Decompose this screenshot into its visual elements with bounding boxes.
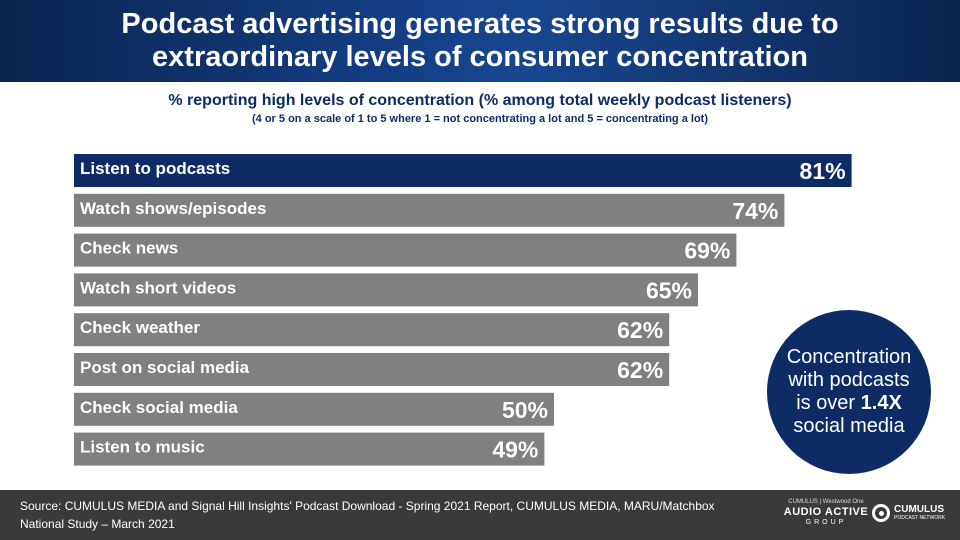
bar-chart: Listen to podcasts 81% Watch shows/episode… xyxy=(74,154,852,466)
callout-bubble: Concentration with podcasts is over 1.4X… xyxy=(767,310,931,474)
footer: Source: CUMULUS MEDIA and Signal Hill In… xyxy=(0,490,960,540)
bar-5 xyxy=(74,313,670,347)
bar-6 xyxy=(74,353,670,386)
value-label-2: 74% xyxy=(732,198,778,224)
audio-active-group-logo: CUMULUS | Westwood One AUDIO ACTIVE GROU… xyxy=(780,498,872,527)
value-label-8: 49% xyxy=(492,437,538,463)
bar-3 xyxy=(74,233,737,267)
cumulus-c-icon xyxy=(872,504,890,522)
callout-line-2: with podcasts xyxy=(788,369,910,391)
cpn-logo-name: CUMULUS xyxy=(894,504,944,515)
cpn-logo-sub: PODCAST NETWORK xyxy=(894,515,946,521)
audio-active-logo-main: AUDIO ACTIVE xyxy=(783,506,869,518)
bar-8 xyxy=(74,432,545,466)
header-banner: Podcast advertising generates strong res… xyxy=(0,0,960,82)
category-label-5: Check weather xyxy=(80,318,200,337)
audio-active-logo-sub: GROUP xyxy=(805,519,847,526)
bar-2 xyxy=(74,193,785,227)
category-label-3: Check news xyxy=(80,239,178,258)
category-label-8: Listen to music xyxy=(80,438,205,457)
value-label-1: 81% xyxy=(800,158,846,184)
chart-subtitle: (4 or 5 on a scale of 1 to 5 where 1 = n… xyxy=(252,113,708,125)
chart-title: % reporting high levels of concentration… xyxy=(168,92,792,109)
source-note: Source: CUMULUS MEDIA and Signal Hill In… xyxy=(20,499,715,531)
category-label-1: Listen to podcasts xyxy=(80,159,230,178)
callout-line-1: Concentration xyxy=(786,346,912,368)
audio-active-logo-top: CUMULUS | Westwood One xyxy=(788,499,864,505)
bar-1 xyxy=(74,154,852,187)
value-label-6: 62% xyxy=(617,357,663,383)
callout-line-3-prefix: is over xyxy=(796,392,861,414)
value-label-3: 69% xyxy=(684,238,730,264)
value-label-4: 65% xyxy=(646,277,692,303)
category-label-6: Post on social media xyxy=(80,358,250,377)
page-title: Podcast advertising generates strong res… xyxy=(121,8,839,73)
value-label-7: 50% xyxy=(502,397,548,423)
category-label-2: Watch shows/episodes xyxy=(80,199,266,218)
category-label-4: Watch short videos xyxy=(80,278,236,297)
bar-7 xyxy=(74,392,554,426)
callout-line-4: social media xyxy=(793,415,905,437)
callout-line-3: is over 1.4X xyxy=(796,392,902,415)
cumulus-podcast-network-logo: CUMULUS PODCAST NETWORK xyxy=(872,504,945,522)
bar-4 xyxy=(74,273,698,307)
category-label-7: Check social media xyxy=(80,398,238,417)
callout-multiplier: 1.4X xyxy=(860,392,902,414)
value-label-5: 62% xyxy=(617,317,663,343)
